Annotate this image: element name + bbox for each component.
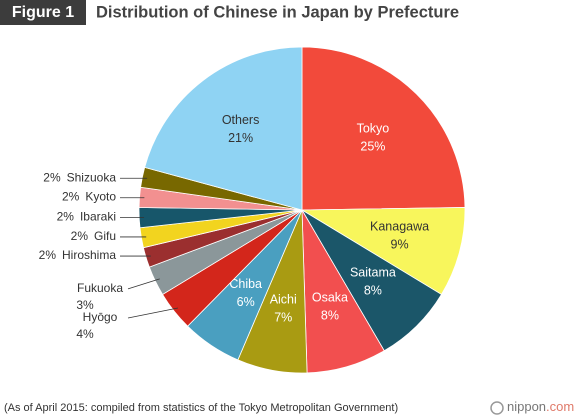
- slice-value: 6%: [237, 295, 255, 309]
- slice-label: Kanagawa: [370, 220, 429, 234]
- slice-label: Chiba: [229, 277, 262, 291]
- logo: nippon.com: [507, 399, 574, 414]
- slice-value: 25%: [360, 139, 385, 153]
- slice-value: 9%: [391, 238, 409, 252]
- slice-label: Ibaraki: [80, 210, 116, 224]
- leader-line: [127, 278, 160, 290]
- slice-label: Kyoto: [85, 190, 116, 204]
- slice-value: 8%: [364, 283, 382, 297]
- figure-label-box: [0, 0, 86, 25]
- pie-slice: [144, 46, 303, 211]
- slice-value: 4%: [76, 327, 94, 341]
- slice-label: Shizuoka: [67, 170, 117, 184]
- slice-label: Osaka: [312, 290, 348, 304]
- slice-value: 2%: [57, 210, 75, 224]
- leader-line: [127, 307, 179, 319]
- slice-label-group: 2% Ibaraki: [57, 210, 116, 224]
- slice-value: 2%: [39, 248, 57, 262]
- slice-label: Aichi: [270, 293, 297, 307]
- logo-suffix: .com: [546, 399, 574, 414]
- slice-value: 2%: [43, 170, 61, 184]
- slice-label: Others: [222, 113, 260, 127]
- slice-label: Fukuoka: [77, 281, 123, 295]
- chart-title: Distribution of Chinese in Japan by Pref…: [96, 3, 459, 21]
- slice-value: 21%: [228, 131, 253, 145]
- slice-label-group: 2% Hiroshima: [39, 248, 117, 262]
- pie-slice: [300, 207, 466, 295]
- pie-slice: [301, 46, 466, 211]
- slice-value: 3%: [76, 298, 94, 312]
- slice-label-group: 2% Gifu: [71, 229, 116, 243]
- slice-label: Tokyo: [357, 121, 390, 135]
- slice-label-group: 2% Shizuoka: [43, 170, 116, 184]
- logo-name: nippon: [507, 399, 546, 414]
- slice-label: Saitama: [350, 265, 396, 279]
- logo-icon: [490, 401, 504, 415]
- slice-value: 7%: [274, 311, 292, 325]
- slice-label: Gifu: [94, 229, 116, 243]
- slice-label: Hyōgo: [83, 310, 118, 324]
- slice-label: Hiroshima: [62, 248, 116, 262]
- slice-value: 2%: [62, 190, 80, 204]
- note: (As of April 2015: compiled from statist…: [4, 402, 398, 414]
- slice-value: 8%: [321, 308, 339, 322]
- figure-label: Figure 1: [12, 4, 74, 21]
- slice-label-group: 2% Kyoto: [62, 190, 116, 204]
- slice-value: 2%: [71, 229, 89, 243]
